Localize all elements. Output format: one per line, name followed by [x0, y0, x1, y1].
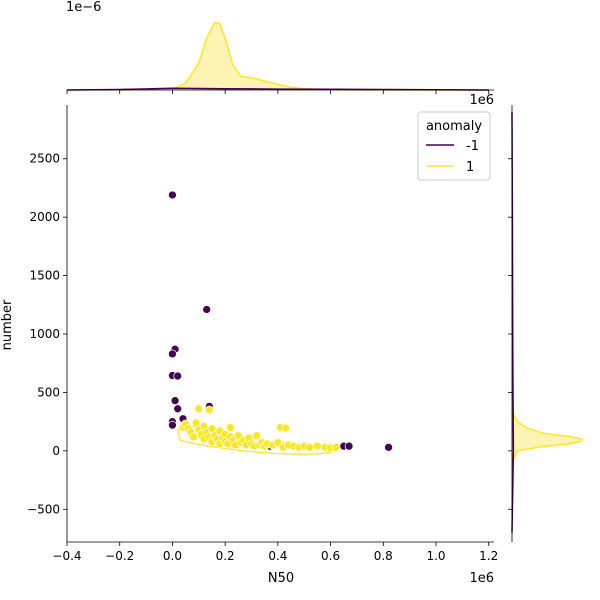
- scatter-point-anomaly-1: [281, 423, 291, 433]
- scatter-point-anomaly-neg1: [384, 443, 393, 452]
- y-tick-label: 500: [37, 385, 60, 399]
- scatter-point-anomaly-1: [194, 404, 204, 414]
- scatter-series-anomaly-1: [178, 404, 341, 453]
- scatter-point-anomaly-1: [226, 423, 235, 432]
- top-marginal-kde-line-anomaly-1: [119, 21, 489, 91]
- scatter-point-anomaly-neg1: [173, 404, 183, 414]
- scatter-point-anomaly-1: [331, 443, 341, 452]
- x-tick-label: 0.6: [321, 549, 340, 563]
- scatter-point-anomaly-neg1: [202, 305, 212, 314]
- scatter-point-anomaly-1: [252, 431, 262, 441]
- legend-label-neg1: -1: [466, 139, 479, 154]
- scatter-point-anomaly-neg1: [170, 396, 180, 405]
- x-tick-label: −0.4: [52, 549, 81, 563]
- x-tick-label: 0.8: [374, 549, 393, 563]
- y-tick-label: 2500: [29, 152, 60, 166]
- scatter-point-anomaly-neg1: [168, 420, 177, 430]
- top-marginal-ticks: [66, 90, 490, 94]
- x-tick-label: 1.2: [479, 549, 498, 563]
- x-tick-label: 1.0: [426, 549, 445, 563]
- top-marginal-kde: 1e−6 1e6: [66, 0, 494, 108]
- legend-frame: [417, 111, 491, 181]
- x-tick-label: 0.4: [268, 549, 287, 563]
- scatter-point-anomaly-1: [204, 405, 214, 415]
- right-marginal-ticks: [508, 158, 512, 510]
- x-tick-label: −0.2: [105, 549, 134, 563]
- x-tick-label: 0.0: [163, 549, 182, 563]
- y-tick-label: 1500: [29, 269, 60, 283]
- scatter-point-anomaly-1: [305, 443, 314, 452]
- x-axis-label: N50: [268, 571, 294, 586]
- scatter-point-anomaly-neg1: [168, 349, 177, 359]
- top-x-offset-label: 1e6: [469, 93, 494, 108]
- legend: anomaly -1 1: [417, 111, 491, 181]
- y-axis-ticks: −500 0 500 1000 1500 2000 2500: [27, 152, 67, 516]
- main-scatter-axes: −0.4 −0.2 0.0 0.2 0.4 0.6 0.8 1.0 1.2 −500 0 500 10…: [0, 105, 498, 586]
- y-tick-label: 2000: [29, 210, 60, 224]
- y-tick-label: 0: [52, 444, 60, 458]
- scatter-point-anomaly-1: [189, 432, 198, 442]
- right-marginal-kde-fill-anomaly-1: [512, 404, 582, 463]
- x-tick-label: 0.2: [216, 549, 235, 563]
- y-axis-label: number: [0, 299, 15, 350]
- x-offset-label: 1e6: [469, 571, 494, 586]
- x-axis-ticks: −0.4 −0.2 0.0 0.2 0.4 0.6 0.8 1.0 1.2: [52, 542, 498, 563]
- legend-title: anomaly: [426, 119, 482, 134]
- scatter-series-anomaly-neg1: [168, 190, 393, 452]
- scatter-point-anomaly-neg1: [344, 441, 354, 451]
- y-tick-label: 1000: [29, 327, 60, 341]
- scatter-point-anomaly-1: [313, 441, 322, 451]
- right-marginal-kde-line-anomaly-1: [511, 403, 584, 463]
- y-tick-label: −500: [27, 502, 60, 516]
- scatter-point-anomaly-neg1: [168, 190, 177, 200]
- legend-label-1: 1: [466, 160, 474, 175]
- scatter-point-anomaly-neg1: [173, 371, 183, 381]
- top-marginal-kde-fill-anomaly-1: [119, 22, 489, 90]
- right-marginal-kde: [508, 105, 584, 542]
- top-marginal-offset-label: 1e−6: [66, 0, 101, 15]
